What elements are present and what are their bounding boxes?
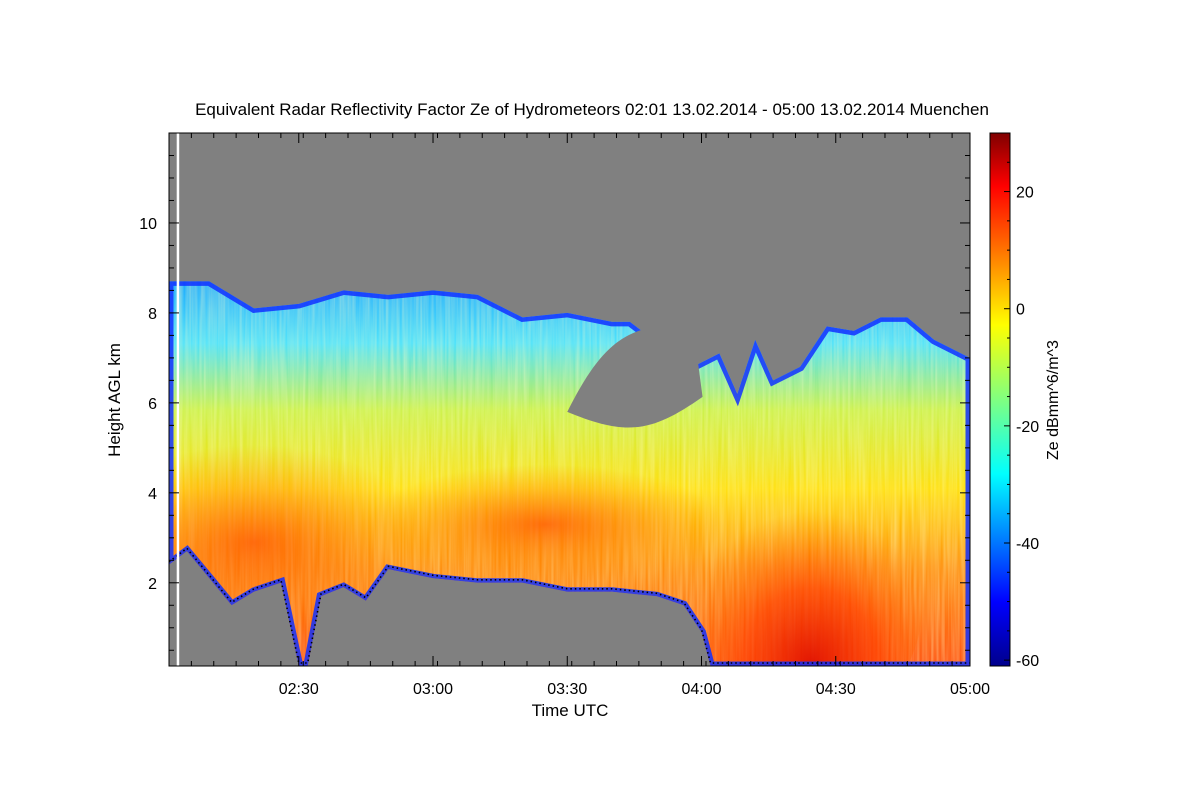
y-tick-label: 2 bbox=[148, 576, 157, 593]
x-tick-label: 05:00 bbox=[950, 681, 990, 698]
dry-region bbox=[567, 321, 703, 428]
colorbar: 20 0 -20 -40 -60 Ze dBmm^6/m^3 bbox=[989, 132, 1062, 670]
warm-region-mid bbox=[365, 464, 724, 585]
colorbar-ticks: 20 0 -20 -40 -60 bbox=[1004, 132, 1039, 670]
colorbar-gradient bbox=[989, 132, 1011, 667]
colorbar-tick-label: -20 bbox=[1016, 419, 1039, 436]
colorbar-tick-label: -40 bbox=[1016, 536, 1039, 553]
y-tick-label: 10 bbox=[139, 216, 157, 233]
plot-frame bbox=[168, 132, 971, 667]
x-axis-label: Time UTC bbox=[532, 701, 609, 720]
y-tick-label: 8 bbox=[148, 306, 157, 323]
x-tick-label: 04:00 bbox=[681, 681, 721, 698]
colorbar-tick-label: -60 bbox=[1016, 653, 1039, 670]
x-tick-label: 03:00 bbox=[413, 681, 453, 698]
cloud-edge-blue bbox=[169, 281, 970, 666]
reflectivity-field bbox=[169, 281, 970, 666]
max-reflectivity-region bbox=[699, 472, 923, 666]
plot-area: 02:30 03:00 03:30 04:00 04:30 05:00 2 4 6 8 10 bbox=[139, 132, 990, 698]
colorbar-tick-label: 0 bbox=[1016, 302, 1025, 319]
y-axis-label: Height AGL km bbox=[105, 343, 124, 457]
colorbar-tick-label: 20 bbox=[1016, 185, 1034, 202]
y-tick-label: 4 bbox=[148, 486, 157, 503]
x-tick-label: 04:30 bbox=[816, 681, 856, 698]
x-axis: 02:30 03:00 03:30 04:00 04:30 05:00 bbox=[168, 133, 990, 698]
chart-title: Equivalent Radar Reflectivity Factor Ze … bbox=[195, 100, 989, 119]
y-tick-label: 6 bbox=[148, 396, 157, 413]
y-axis: 2 4 6 8 10 bbox=[139, 154, 970, 651]
x-tick-label: 02:30 bbox=[279, 681, 319, 698]
colorbar-label: Ze dBmm^6/m^3 bbox=[1045, 340, 1062, 460]
x-tick-label: 03:30 bbox=[547, 681, 587, 698]
